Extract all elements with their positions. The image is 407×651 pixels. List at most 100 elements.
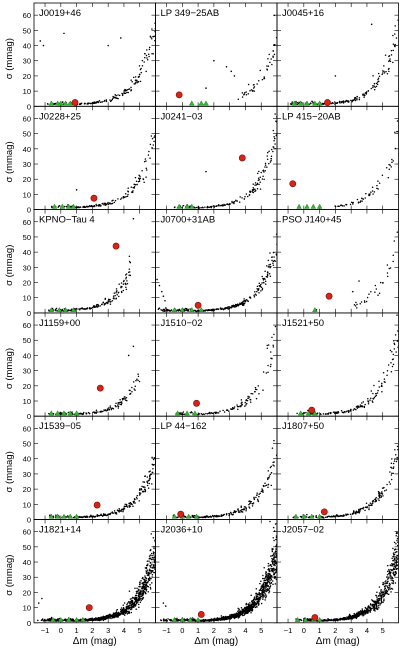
- comparison-point: [333, 515, 336, 518]
- comparison-point: [65, 205, 68, 208]
- comparison-point: [329, 515, 331, 518]
- comparison-point: [237, 508, 239, 511]
- comparison-point: [265, 574, 267, 576]
- comparison-point: [146, 574, 149, 576]
- comparison-point: [128, 260, 131, 263]
- comparison-point: [186, 618, 188, 620]
- comparison-point: [396, 456, 398, 459]
- comparison-point: [270, 581, 273, 584]
- comparison-point: [151, 582, 153, 584]
- comparison-point: [54, 618, 56, 620]
- y-tick-label: 0: [27, 619, 31, 628]
- target-point: [71, 99, 79, 106]
- comparison-point: [367, 398, 369, 400]
- target-point: [177, 510, 185, 518]
- comparison-point: [395, 351, 397, 353]
- comparison-point: [116, 405, 119, 407]
- comparison-point: [121, 611, 123, 614]
- comparison-point: [250, 89, 253, 91]
- comparison-point: [151, 570, 153, 573]
- comparison-point: [270, 159, 272, 162]
- comparison-point: [162, 295, 165, 297]
- comparison-point: [268, 589, 270, 592]
- comparison-point: [261, 488, 263, 490]
- comparison-point: [273, 552, 275, 554]
- comparison-point: [132, 186, 134, 189]
- comparison-point: [311, 413, 313, 415]
- comparison-point: [124, 92, 127, 95]
- comparison-point: [251, 191, 254, 193]
- comparison-point: [355, 408, 357, 411]
- panel-name: J0241−03: [161, 111, 203, 122]
- comparison-point: [377, 180, 379, 182]
- comparison-point: [134, 389, 136, 391]
- comparison-point: [397, 448, 399, 451]
- comparison-point: [230, 512, 232, 514]
- comparison-point: [122, 195, 125, 198]
- comparison-point: [383, 65, 385, 67]
- comparison-point: [124, 88, 126, 91]
- reference-stars: [174, 410, 198, 416]
- comparison-point: [273, 567, 275, 570]
- comparison-point: [267, 58, 269, 60]
- reference-stars: [296, 203, 323, 209]
- comparison-point: [236, 614, 238, 616]
- comparison-point: [124, 192, 127, 195]
- comparison-point: [48, 412, 50, 415]
- comparison-point: [150, 577, 152, 580]
- comparison-point: [184, 309, 186, 312]
- comparison-point: [253, 90, 256, 92]
- comparison-point: [238, 608, 240, 610]
- comparison-point: [263, 595, 265, 598]
- comparison-point: [397, 330, 399, 332]
- comparison-point: [137, 177, 140, 179]
- comparison-point: [146, 569, 149, 571]
- comparison-point: [357, 405, 359, 407]
- comparison-point: [268, 477, 270, 479]
- reference-triangle: [316, 100, 323, 106]
- comparison-point: [270, 465, 272, 468]
- comparison-point: [51, 205, 53, 208]
- comparison-point: [61, 309, 64, 312]
- comparison-point: [125, 286, 127, 288]
- comparison-point: [88, 205, 91, 207]
- comparison-point: [264, 596, 267, 599]
- reference-triangle: [65, 203, 72, 209]
- comparison-point: [388, 163, 390, 166]
- comparison-point: [376, 83, 379, 86]
- comparison-point: [228, 512, 230, 515]
- comparison-point: [101, 203, 104, 205]
- comparison-point: [251, 90, 254, 92]
- comparison-point: [80, 412, 82, 415]
- comparison-point: [379, 494, 381, 496]
- comparison-point: [249, 398, 251, 401]
- comparison-point: [112, 512, 115, 514]
- comparison-point: [105, 514, 107, 517]
- comparison-point: [273, 530, 276, 532]
- comparison-point: [390, 474, 393, 476]
- comparison-point: [134, 587, 136, 590]
- comparison-point: [255, 496, 257, 499]
- comparison-point: [140, 67, 142, 70]
- comparison-point: [135, 379, 137, 382]
- comparison-point: [223, 411, 226, 413]
- comparison-point: [264, 577, 267, 579]
- comparison-point: [149, 157, 151, 159]
- comparison-point: [258, 179, 260, 181]
- x-tick-label: 0: [180, 626, 184, 635]
- comparison-point: [156, 278, 158, 281]
- comparison-point: [147, 585, 150, 588]
- comparison-point: [361, 197, 363, 199]
- comparison-point: [389, 349, 392, 352]
- comparison-point: [258, 392, 260, 395]
- comparison-point: [149, 470, 151, 472]
- comparison-point: [273, 44, 275, 46]
- comparison-point: [127, 600, 130, 603]
- comparison-point: [208, 206, 211, 208]
- comparison-point: [145, 167, 148, 169]
- comparison-point: [135, 597, 137, 599]
- comparison-point: [218, 617, 221, 620]
- comparison-point: [381, 492, 383, 494]
- comparison-point: [374, 498, 377, 500]
